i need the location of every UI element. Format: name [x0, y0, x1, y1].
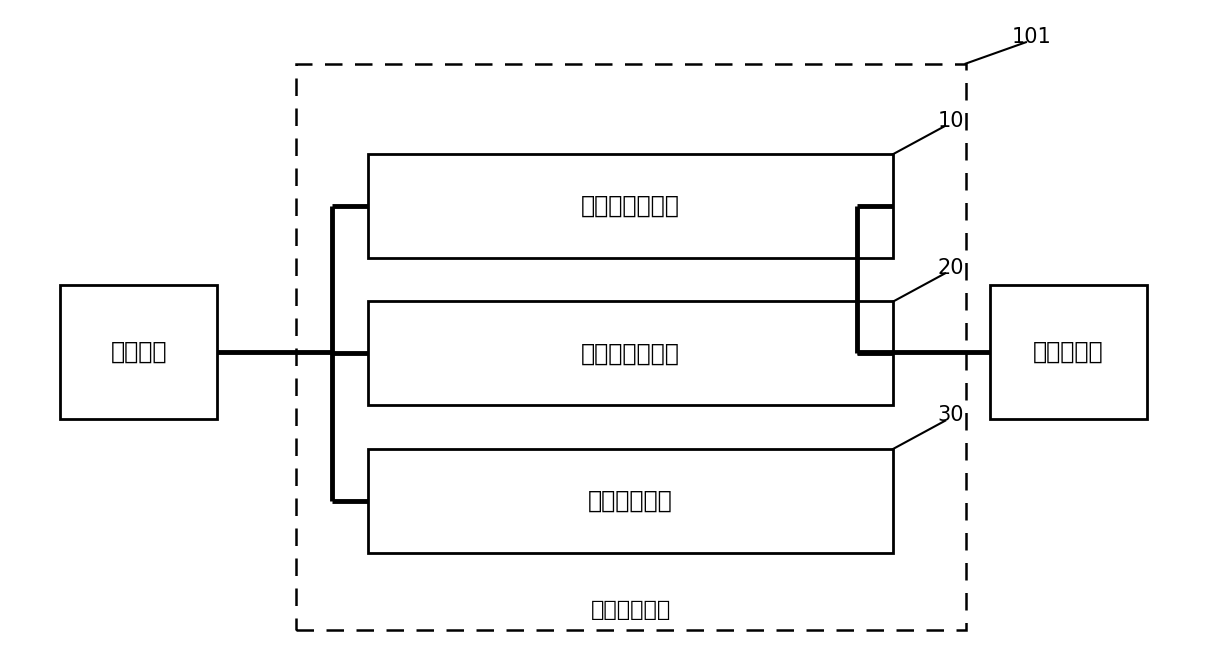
Text: 轻载标志电路: 轻载标志电路 [588, 489, 674, 513]
Bar [368, 302, 893, 405]
Bar [368, 449, 893, 553]
Bar [368, 154, 893, 258]
Bar [296, 64, 966, 630]
Text: 栊极驱动电路: 栊极驱动电路 [590, 600, 671, 620]
Bar [990, 285, 1147, 419]
Text: 功率开关管: 功率开关管 [1033, 340, 1103, 364]
Bar [60, 285, 217, 419]
Text: 30: 30 [938, 405, 964, 425]
Text: 功率管导通电路: 功率管导通电路 [582, 194, 680, 218]
Text: 主控芯片: 主控芯片 [111, 340, 167, 364]
Text: 功率管关断电路: 功率管关断电路 [582, 342, 680, 365]
Text: 101: 101 [1013, 27, 1051, 47]
Text: 10: 10 [938, 111, 964, 131]
Text: 20: 20 [938, 258, 964, 278]
